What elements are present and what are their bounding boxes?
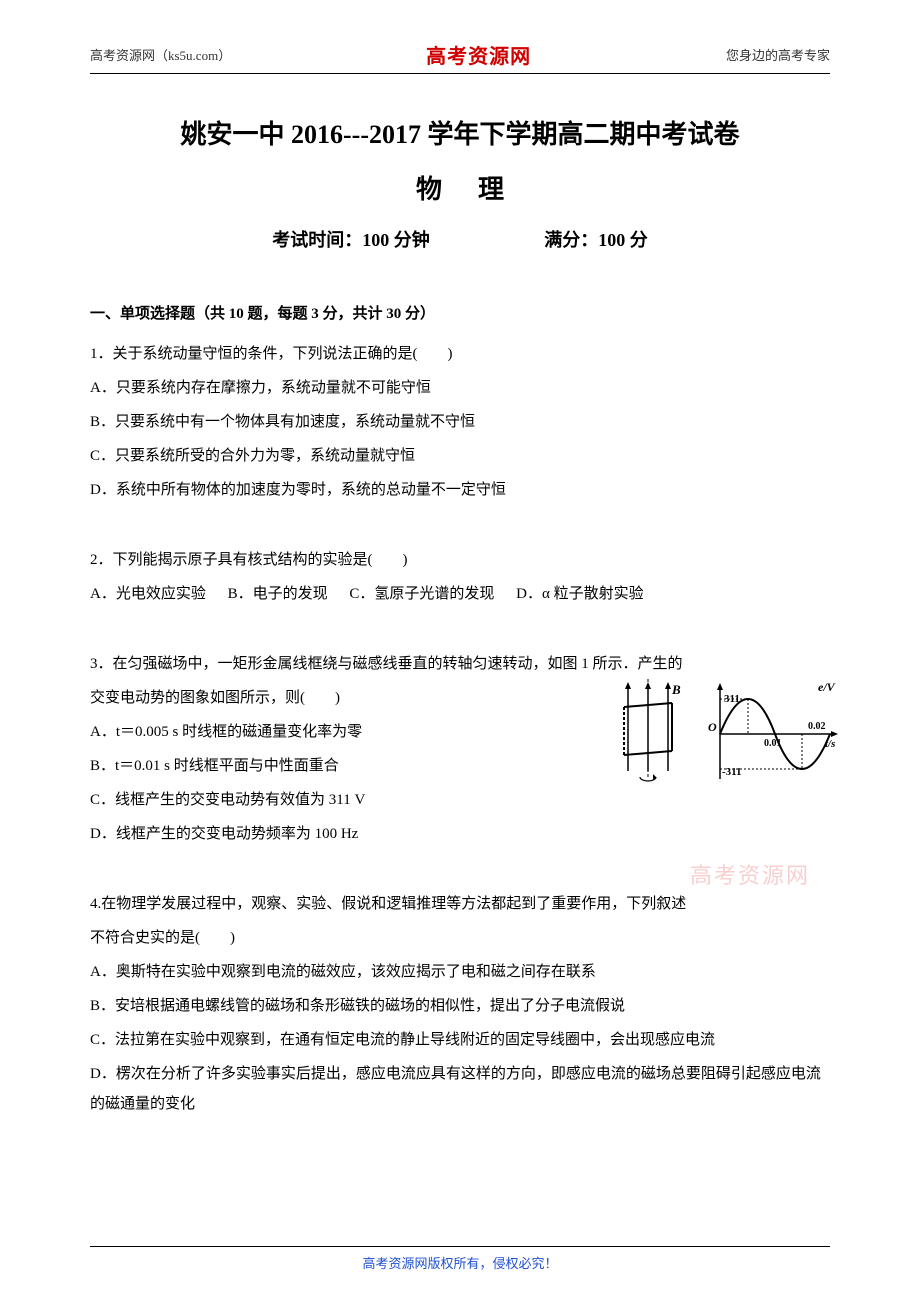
q3-frame-diagram: B [624,679,681,781]
header-right: 您身边的高考专家 [726,45,830,64]
q1-option-a: A．只要系统内存在摩擦力，系统动量就不可能守恒 [90,373,830,403]
question-2: 2．下列能揭示原子具有核式结构的实验是( ) A．光电效应实验 B．电子的发现 … [90,545,830,609]
q2-option-a: A．光电效应实验 [90,586,206,602]
q1-option-d: D．系统中所有物体的加速度为零时，系统的总动量不一定守恒 [90,475,830,505]
origin: O [708,720,717,734]
q2-option-c: C．氢原子光谱的发现 [349,586,494,602]
q4-option-c: C．法拉第在实验中观察到，在通有恒定电流的静止导线附近的固定导线圈中，会出现感应… [90,1025,830,1055]
q3-diagram-svg: B [610,679,840,789]
question-1: 1．关于系统动量守恒的条件，下列说法正确的是( ) A．只要系统内存在摩擦力，系… [90,339,830,505]
q3-option-a: A．t＝0.005 s 时线框的磁通量变化率为零 [90,717,550,747]
page-header: 高考资源网（ks5u.com） 高考资源网 您身边的高考专家 [90,40,830,74]
exam-info: 考试时间：100 分钟 满分：100 分 [90,226,830,252]
exam-title: 姚安一中 2016---2017 学年下学期高二期中考试卷 [90,114,830,151]
emf-min: -311 [722,766,742,778]
q1-stem: 1．关于系统动量守恒的条件，下列说法正确的是( ) [90,339,830,369]
b-label: B [671,682,681,697]
header-center: 高考资源网 [426,40,531,69]
q3-stem-2: 交变电动势的图象如图所示，则( ) [90,683,550,713]
q4-stem-1: 4.在物理学发展过程中，观察、实验、假说和逻辑推理等方法都起到了重要作用，下列叙… [90,889,830,919]
question-3: 3．在匀强磁场中，一矩形金属线框绕与磁感线垂直的转轴匀速转动，如图 1 所示．产… [90,649,830,849]
q1-option-c: C．只要系统所受的合外力为零，系统动量就守恒 [90,441,830,471]
ylabel: e/V [818,680,836,694]
q4-option-b: B．安培根据通电螺线管的磁场和条形磁铁的磁场的相似性，提出了分子电流假说 [90,991,830,1021]
question-4: 4.在物理学发展过程中，观察、实验、假说和逻辑推理等方法都起到了重要作用，下列叙… [90,889,830,1119]
watermark: 高考资源网 [690,858,810,890]
q3-option-d: D．线框产生的交变电动势频率为 100 Hz [90,819,550,849]
q3-figure: B [610,679,840,789]
q2-option-d: D．α 粒子散射实验 [516,586,643,602]
exam-time: 考试时间：100 分钟 [272,226,430,252]
q4-stem-2: 不符合史实的是( ) [90,923,830,953]
q1-option-b: B．只要系统中有一个物体具有加速度，系统动量就不守恒 [90,407,830,437]
q4-option-a: A．奥斯特在实验中观察到电流的磁效应，该效应揭示了电和磁之间存在联系 [90,957,830,987]
q3-option-b: B．t＝0.01 s 时线框平面与中性面重合 [90,751,550,781]
header-left: 高考资源网（ks5u.com） [90,45,231,64]
q3-option-c: C．线框产生的交变电动势有效值为 311 V [90,785,550,815]
section-1-header: 一、单项选择题（共 10 题，每题 3 分，共计 30 分） [90,302,830,323]
q4-option-d: D．楞次在分析了许多实验事实后提出，感应电流应具有这样的方向，即感应电流的磁场总… [90,1059,830,1119]
q2-options: A．光电效应实验 B．电子的发现 C．氢原子光谱的发现 D．α 粒子散射实验 [90,579,830,609]
page-footer: 高考资源网版权所有，侵权必究！ [90,1246,830,1272]
q3-emf-graph: e/V t/s O 311 -311 0.01 0.02 [708,680,838,779]
q2-option-b: B．电子的发现 [228,586,328,602]
exam-subject: 物理 [90,169,830,206]
exam-full-score: 满分：100 分 [544,226,648,252]
q2-stem: 2．下列能揭示原子具有核式结构的实验是( ) [90,545,830,575]
t2-label: 0.02 [808,721,826,732]
q3-stem-1: 3．在匀强磁场中，一矩形金属线框绕与磁感线垂直的转轴匀速转动，如图 1 所示．产… [90,649,830,679]
